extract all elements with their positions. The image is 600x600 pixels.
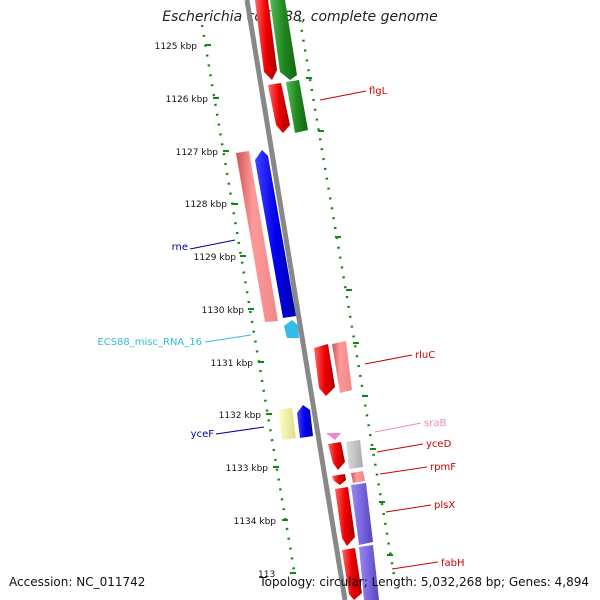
cds-feature-rne[interactable] [255,150,296,318]
cds-feature-yceD[interactable] [328,442,345,470]
svg-text:rluC: rluC [415,350,435,361]
label-rne[interactable]: rne [172,239,236,253]
svg-text:1131 kbp: 1131 kbp [211,359,254,369]
yellow-feature[interactable] [278,408,296,440]
svg-text:1126 kbp: 1126 kbp [166,95,209,105]
svg-text:1134 kbp: 1134 kbp [234,517,277,527]
tick-1134: 1134 kbp [234,517,288,527]
grey-feature-yceD[interactable] [346,440,363,469]
svg-text:1125 kbp: 1125 kbp [155,42,198,52]
svg-text:yceD: yceD [426,439,452,450]
label-sraB[interactable]: sraB [374,418,446,433]
label-fabH[interactable]: fabH [391,558,465,570]
label-yceF[interactable]: yceF [191,426,265,440]
tick-1132: 1132 kbp [219,411,272,421]
svg-text:113: 113 [258,570,275,580]
label-rluC[interactable]: rluC [364,350,435,365]
outer-dotted-track [298,19,396,576]
svg-text:rpmF: rpmF [430,462,456,473]
svg-text:1127 kbp: 1127 kbp [176,148,219,158]
svg-text:fabH: fabH [441,558,465,569]
tick-1130: 1130 kbp [202,306,254,316]
svg-text:1133 kbp: 1133 kbp [226,464,269,474]
cds-feature-plsX[interactable] [335,487,355,546]
cds-feature-rpmF[interactable] [332,474,346,485]
accession-text: Accession: NC_011742 [9,575,146,589]
svg-text:1130 kbp: 1130 kbp [202,306,245,316]
gene-feature-top[interactable] [270,0,297,80]
svg-text:1132 kbp: 1132 kbp [219,411,262,421]
misc-rna-feature[interactable] [284,320,299,338]
svg-text:ECS88_misc_RNA_16: ECS88_misc_RNA_16 [97,337,202,348]
inner-dotted-track [200,24,296,571]
map-title: Escherichia coli S88, complete genome [162,9,438,25]
cds-feature-flgL[interactable] [268,83,290,133]
tick-1129: 1129 kbp [194,253,246,263]
tick-1131: 1131 kbp [211,359,264,369]
svg-text:rne: rne [172,242,188,253]
cds-feature-rluC[interactable] [314,344,335,396]
label-flgL[interactable]: flgL [319,86,388,101]
pseudo-feature-rpmF[interactable] [351,471,365,483]
tick-1126: 1126 kbp [166,95,219,105]
tick-1133: 1133 kbp [226,464,279,474]
purple-feature-plsX[interactable] [351,483,373,545]
label-ECS88-misc-RNA-16[interactable]: ECS88_misc_RNA_16 [97,334,252,348]
svg-text:flgL: flgL [369,86,388,97]
pseudo-feature-rne[interactable] [236,151,278,322]
svg-text:1128 kbp: 1128 kbp [185,200,228,210]
svg-text:yceF: yceF [191,429,215,440]
outer-track-ticks [306,77,393,556]
svg-text:sraB: sraB [424,418,446,429]
label-plsX[interactable]: plsX [385,500,455,513]
gene-feature-flgL[interactable] [286,80,308,133]
purple-feature-fabH[interactable] [359,545,379,600]
cds-feature-yceF[interactable] [297,405,313,438]
svg-text:1129 kbp: 1129 kbp [194,253,237,263]
tick-1125: 1125 kbp [155,42,211,52]
label-yceD[interactable]: yceD [376,439,452,453]
srna-feature-sraB[interactable] [326,433,341,440]
topology-text: Topology: circular; Length: 5,032,268 bp… [259,575,589,589]
tick-1127: 1127 kbp [176,148,229,158]
pseudo-feature-rluC[interactable] [332,341,352,393]
label-rpmF[interactable]: rpmF [379,462,456,475]
cds-feature-top[interactable] [255,0,277,80]
svg-text:plsX: plsX [434,500,455,511]
tick-1135: 113 [258,570,296,580]
tick-1128: 1128 kbp [185,200,238,210]
genome-backbone [244,0,348,600]
cds-feature-fabH[interactable] [342,548,362,600]
